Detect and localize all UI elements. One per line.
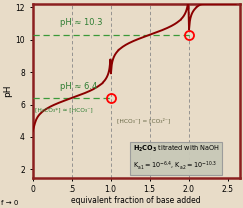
Text: [H₂CO₃*] ≈ [HCO₃⁻]: [H₂CO₃*] ≈ [HCO₃⁻]	[35, 107, 93, 112]
Text: $\mathbf{H_2CO_3}$ titrated with NaOH
$K_{a1} = 10^{-6.4}$, $K_{a2} = 10^{-10.3}: $\mathbf{H_2CO_3}$ titrated with NaOH $K…	[132, 144, 219, 172]
Text: pH ≈ 6.4: pH ≈ 6.4	[60, 82, 97, 91]
Text: f → 0: f → 0	[1, 200, 19, 206]
Text: pH ≈ 10.3: pH ≈ 10.3	[60, 19, 102, 27]
X-axis label: equivalent fraction of base added: equivalent fraction of base added	[71, 196, 201, 204]
Text: [HCO₃⁻] = [CO₃²⁻]: [HCO₃⁻] = [CO₃²⁻]	[117, 118, 170, 123]
Y-axis label: pH: pH	[3, 84, 12, 97]
